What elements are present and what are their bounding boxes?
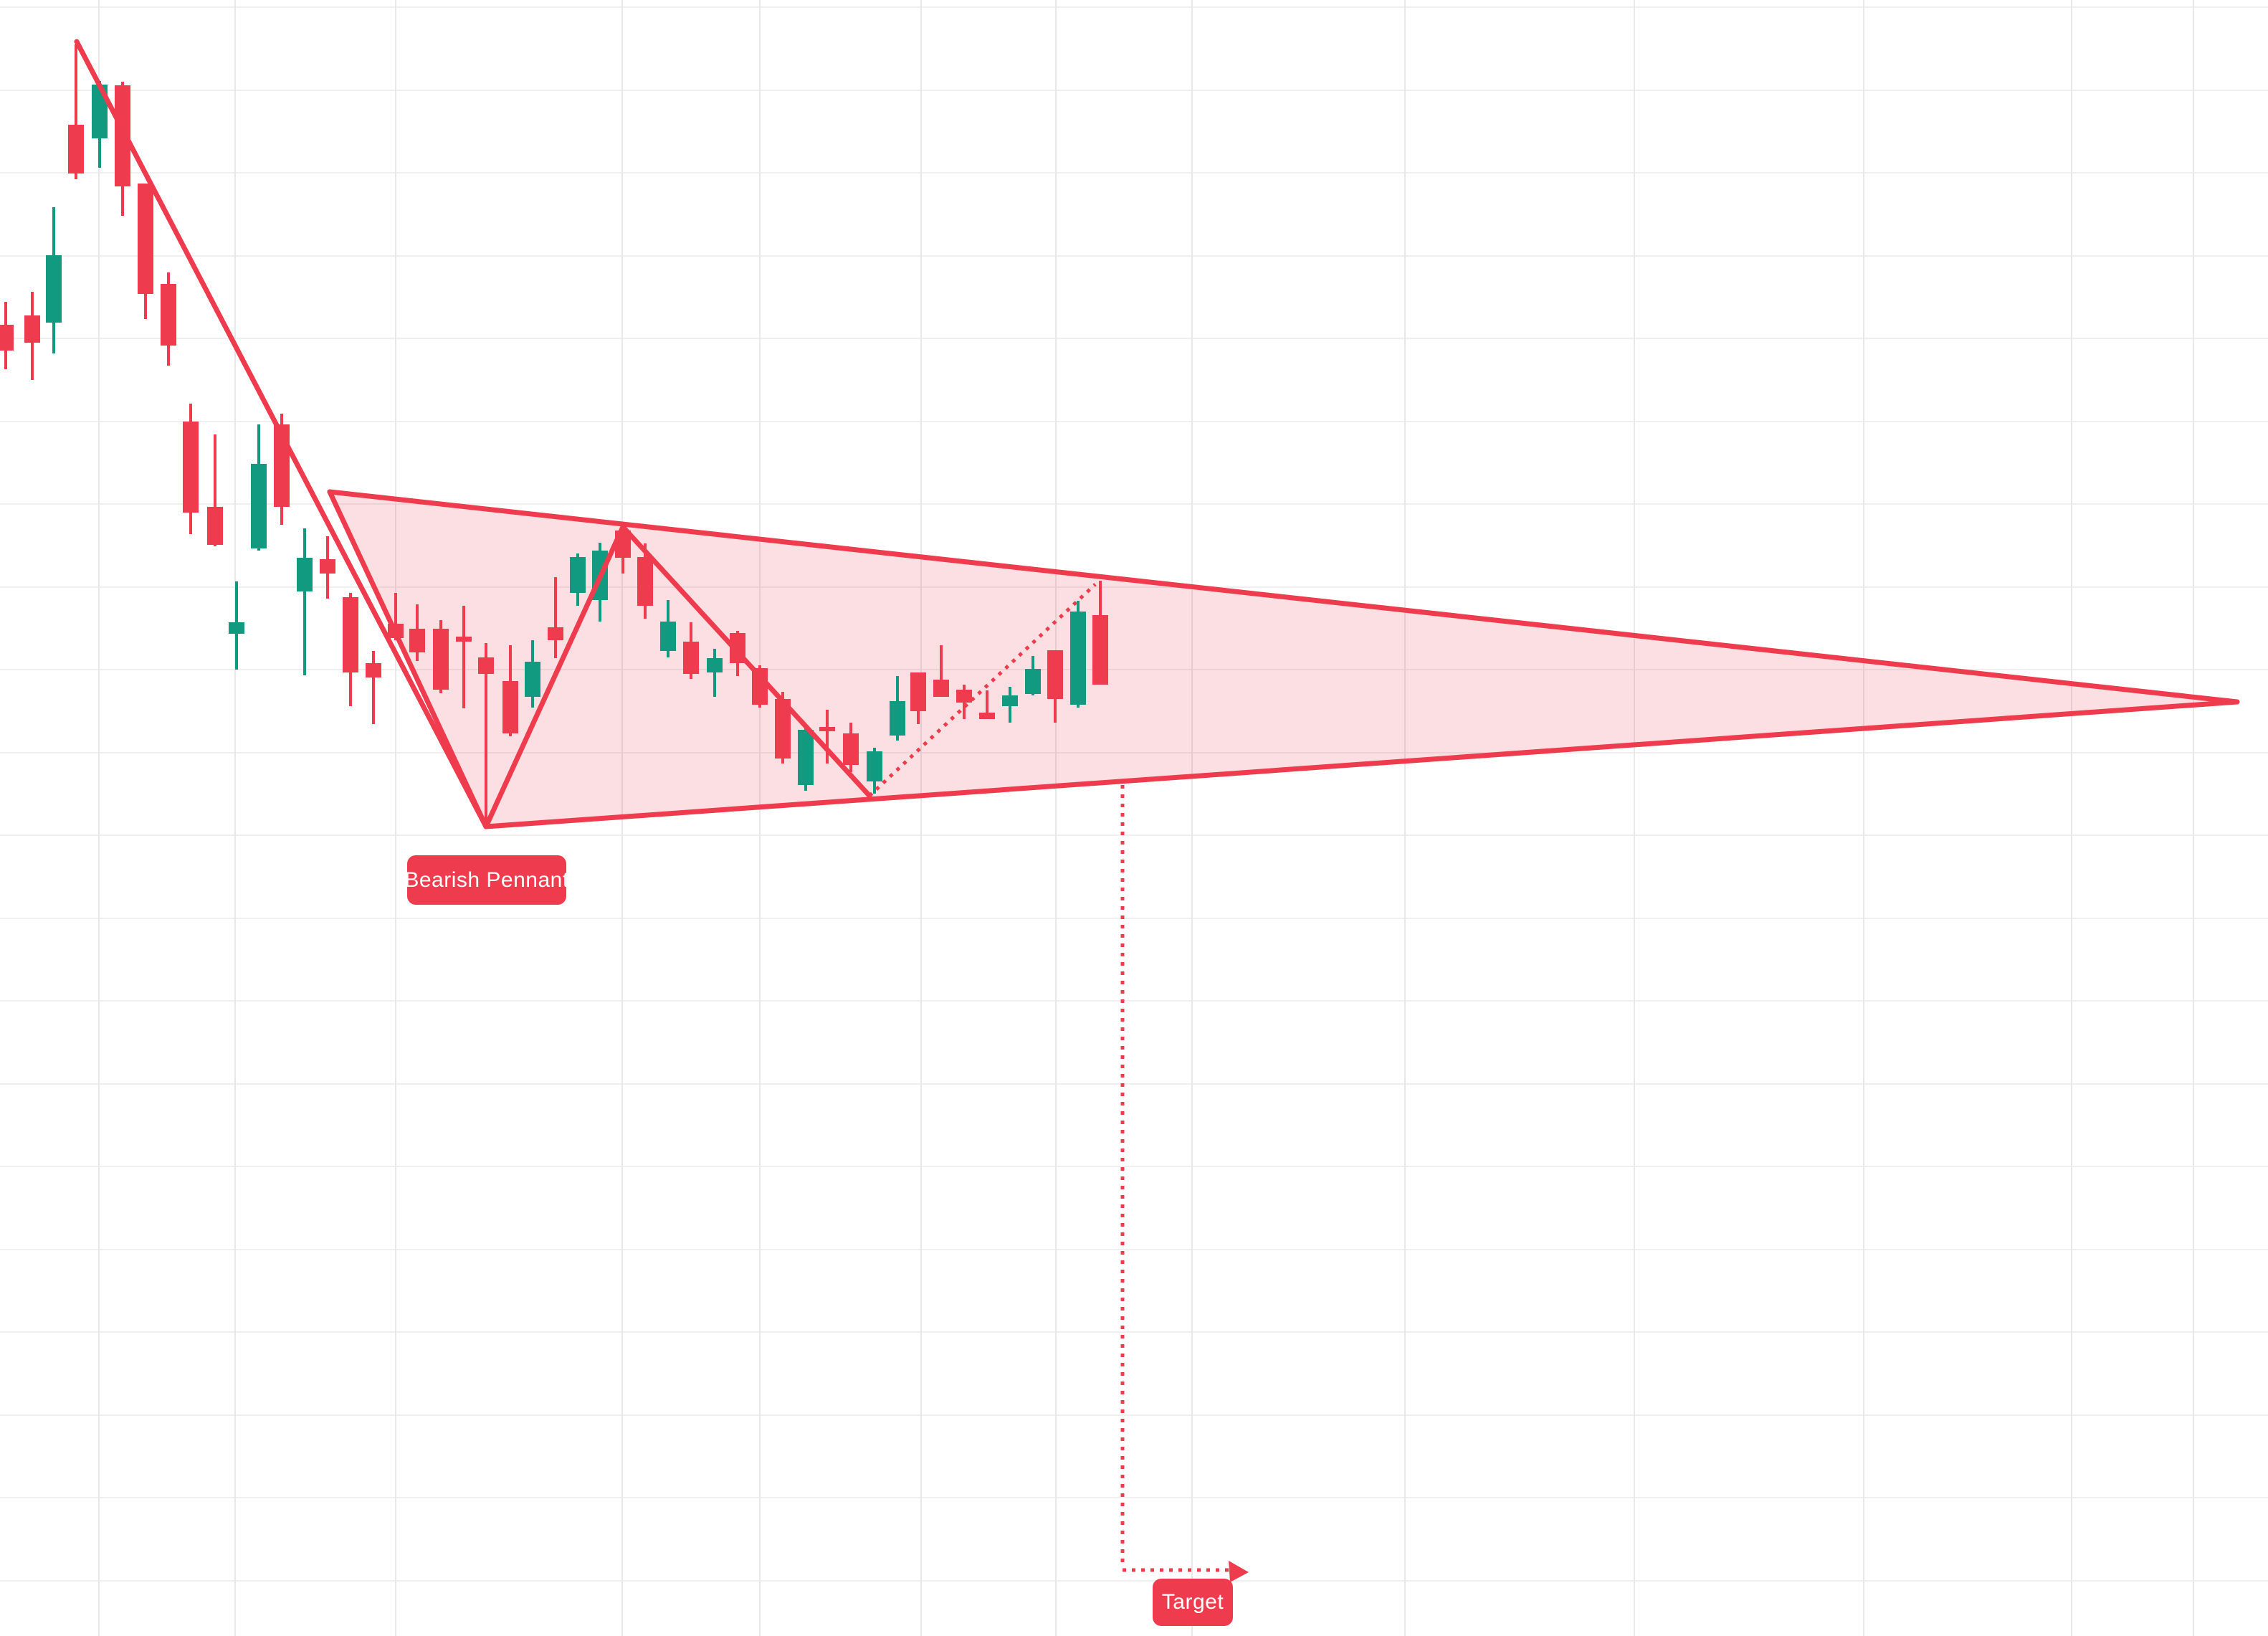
candle (115, 82, 130, 216)
candle (1047, 650, 1063, 723)
candle (1002, 687, 1018, 723)
candle (843, 723, 859, 772)
candle (68, 44, 84, 179)
target-label: Target (1153, 1579, 1233, 1626)
candle (525, 640, 540, 708)
candle (343, 593, 358, 706)
candle (1092, 581, 1108, 685)
candle (251, 424, 267, 551)
candle (0, 302, 14, 369)
trendline (74, 39, 489, 829)
candle (933, 645, 949, 697)
candle (138, 184, 153, 319)
candle (229, 581, 244, 670)
candle (956, 685, 972, 719)
pennant-outline (327, 489, 2240, 829)
candle (867, 748, 882, 794)
candle (819, 710, 835, 764)
candle (502, 645, 518, 736)
candle (798, 726, 814, 791)
candle (890, 676, 905, 741)
candle (548, 577, 563, 658)
candle (320, 536, 335, 599)
candle (478, 643, 494, 823)
candle (660, 600, 676, 657)
candle (161, 272, 176, 366)
candle (183, 404, 199, 534)
candle (297, 528, 313, 675)
candle (570, 553, 586, 606)
candle (366, 651, 381, 724)
candle (456, 606, 472, 708)
candle (707, 649, 723, 697)
target-arrow-icon (1229, 1561, 1249, 1582)
candle (433, 620, 449, 693)
candle (1025, 656, 1041, 695)
candle (979, 690, 995, 719)
pattern-label: Bearish Pennant (404, 855, 568, 905)
candle (637, 543, 653, 619)
candle (207, 434, 223, 546)
inner-zigzag (483, 522, 872, 829)
candle (1070, 601, 1086, 708)
candle (910, 672, 926, 724)
candle (409, 604, 425, 661)
candle (24, 292, 40, 380)
candle (46, 207, 62, 353)
candle (683, 622, 699, 679)
